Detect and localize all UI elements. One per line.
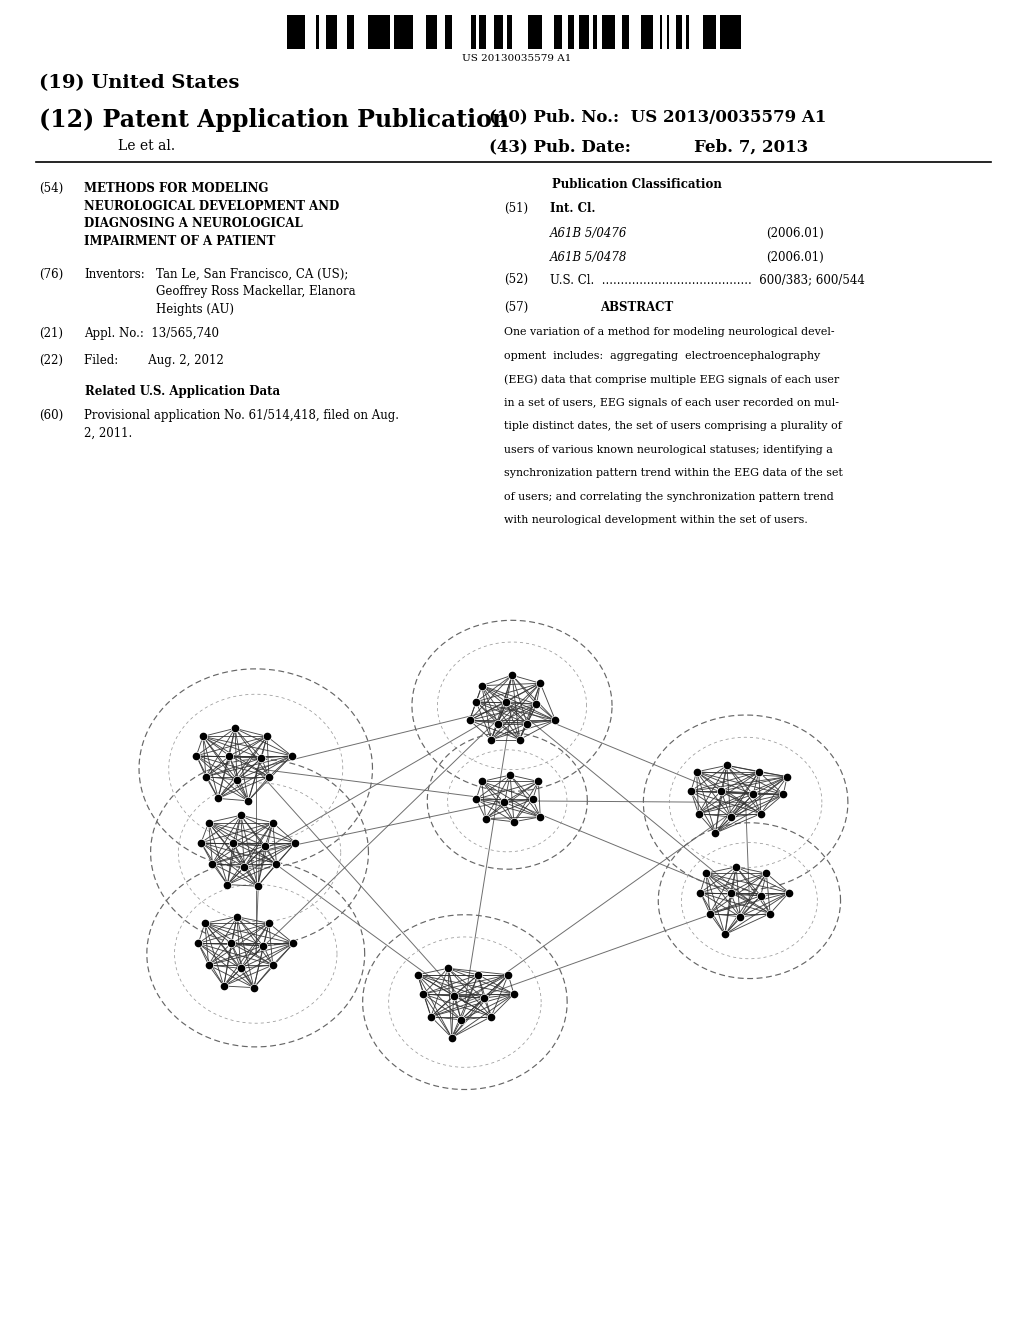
Bar xyxy=(434,15,437,49)
Bar xyxy=(398,15,403,49)
Bar xyxy=(602,15,605,49)
Text: with neurological development within the set of users.: with neurological development within the… xyxy=(504,515,808,525)
Bar xyxy=(702,15,709,49)
Bar xyxy=(686,15,689,49)
Text: (57): (57) xyxy=(504,301,528,314)
Text: opment  includes:  aggregating  electroencephalography: opment includes: aggregating electroence… xyxy=(504,351,820,360)
Bar xyxy=(567,15,570,49)
Bar xyxy=(723,15,729,49)
Bar xyxy=(535,15,542,49)
Text: Appl. No.:  13/565,740: Appl. No.: 13/565,740 xyxy=(84,327,219,341)
Bar xyxy=(736,15,741,49)
Text: US 20130035579 A1: US 20130035579 A1 xyxy=(463,54,571,63)
Text: U.S. Cl.  ........................................  600/383; 600/544: U.S. Cl. ...............................… xyxy=(550,273,864,286)
Bar xyxy=(554,15,561,49)
Bar xyxy=(498,15,503,49)
Text: ABSTRACT: ABSTRACT xyxy=(600,301,674,314)
Text: synchronization pattern trend within the EEG data of the set: synchronization pattern trend within the… xyxy=(504,469,843,478)
Text: Publication Classification: Publication Classification xyxy=(552,178,722,191)
Text: (2006.01): (2006.01) xyxy=(766,251,823,264)
Bar xyxy=(471,15,476,49)
Text: of users; and correlating the synchronization pattern trend: of users; and correlating the synchroniz… xyxy=(504,492,834,502)
Bar xyxy=(378,15,382,49)
Text: (43) Pub. Date:           Feb. 7, 2013: (43) Pub. Date: Feb. 7, 2013 xyxy=(489,139,809,156)
Bar xyxy=(721,15,723,49)
Text: users of various known neurological statuses; identifying a: users of various known neurological stat… xyxy=(504,445,833,455)
Text: (60): (60) xyxy=(39,409,63,422)
Text: (51): (51) xyxy=(504,202,528,215)
Bar xyxy=(387,15,390,49)
Bar xyxy=(403,15,410,49)
Bar xyxy=(593,15,597,49)
Bar xyxy=(583,15,589,49)
Text: Inventors:: Inventors: xyxy=(84,268,144,281)
Text: in a set of users, EEG signals of each user recorded on mul-: in a set of users, EEG signals of each u… xyxy=(504,397,839,408)
Bar xyxy=(291,15,298,49)
Text: tiple distinct dates, the set of users comprising a plurality of: tiple distinct dates, the set of users c… xyxy=(504,421,842,432)
Bar xyxy=(347,15,354,49)
Text: (76): (76) xyxy=(39,268,63,281)
Text: METHODS FOR MODELING
NEUROLOGICAL DEVELOPMENT AND
DIAGNOSING A NEUROLOGICAL
IMPA: METHODS FOR MODELING NEUROLOGICAL DEVELO… xyxy=(84,182,339,248)
Bar xyxy=(382,15,387,49)
Bar xyxy=(444,15,452,49)
Bar xyxy=(676,15,682,49)
Bar xyxy=(494,15,498,49)
Bar xyxy=(709,15,716,49)
Text: (21): (21) xyxy=(39,327,62,341)
Text: A61B 5/0478: A61B 5/0478 xyxy=(550,251,628,264)
Bar xyxy=(332,15,338,49)
Bar xyxy=(368,15,373,49)
Text: (22): (22) xyxy=(39,354,62,367)
Text: Provisional application No. 61/514,418, filed on Aug.
2, 2011.: Provisional application No. 61/514,418, … xyxy=(84,409,399,440)
Text: (10) Pub. No.:  US 2013/0035579 A1: (10) Pub. No.: US 2013/0035579 A1 xyxy=(489,108,826,125)
Bar xyxy=(647,15,653,49)
Bar xyxy=(612,15,614,49)
Text: One variation of a method for modeling neurological devel-: One variation of a method for modeling n… xyxy=(504,327,835,338)
Text: (12) Patent Application Publication: (12) Patent Application Publication xyxy=(39,108,509,132)
Bar xyxy=(641,15,647,49)
Text: (54): (54) xyxy=(39,182,63,195)
Bar xyxy=(667,15,670,49)
Text: (EEG) data that comprise multiple EEG signals of each user: (EEG) data that comprise multiple EEG si… xyxy=(504,375,839,385)
Bar xyxy=(298,15,304,49)
Bar xyxy=(479,15,484,49)
Bar xyxy=(623,15,629,49)
Bar xyxy=(528,15,535,49)
Text: Tan Le, San Francisco, CA (US);
Geoffrey Ross Mackellar, Elanora
Heights (AU): Tan Le, San Francisco, CA (US); Geoffrey… xyxy=(156,268,355,315)
Bar xyxy=(659,15,663,49)
Text: (52): (52) xyxy=(504,273,528,286)
Bar xyxy=(484,15,486,49)
Bar xyxy=(316,15,318,49)
Text: (19) United States: (19) United States xyxy=(39,74,240,92)
Bar xyxy=(579,15,583,49)
Bar xyxy=(410,15,413,49)
Text: (2006.01): (2006.01) xyxy=(766,227,823,240)
Text: Related U.S. Application Data: Related U.S. Application Data xyxy=(85,385,280,399)
Bar xyxy=(394,15,398,49)
Bar xyxy=(570,15,574,49)
Bar xyxy=(431,15,434,49)
Text: Le et al.: Le et al. xyxy=(118,139,175,153)
Text: A61B 5/0476: A61B 5/0476 xyxy=(550,227,628,240)
Text: Filed:        Aug. 2, 2012: Filed: Aug. 2, 2012 xyxy=(84,354,223,367)
Bar xyxy=(287,15,291,49)
Bar xyxy=(507,15,512,49)
Bar xyxy=(729,15,736,49)
Bar xyxy=(373,15,378,49)
Bar xyxy=(326,15,332,49)
Bar xyxy=(605,15,612,49)
Text: Int. Cl.: Int. Cl. xyxy=(550,202,595,215)
Bar xyxy=(426,15,431,49)
